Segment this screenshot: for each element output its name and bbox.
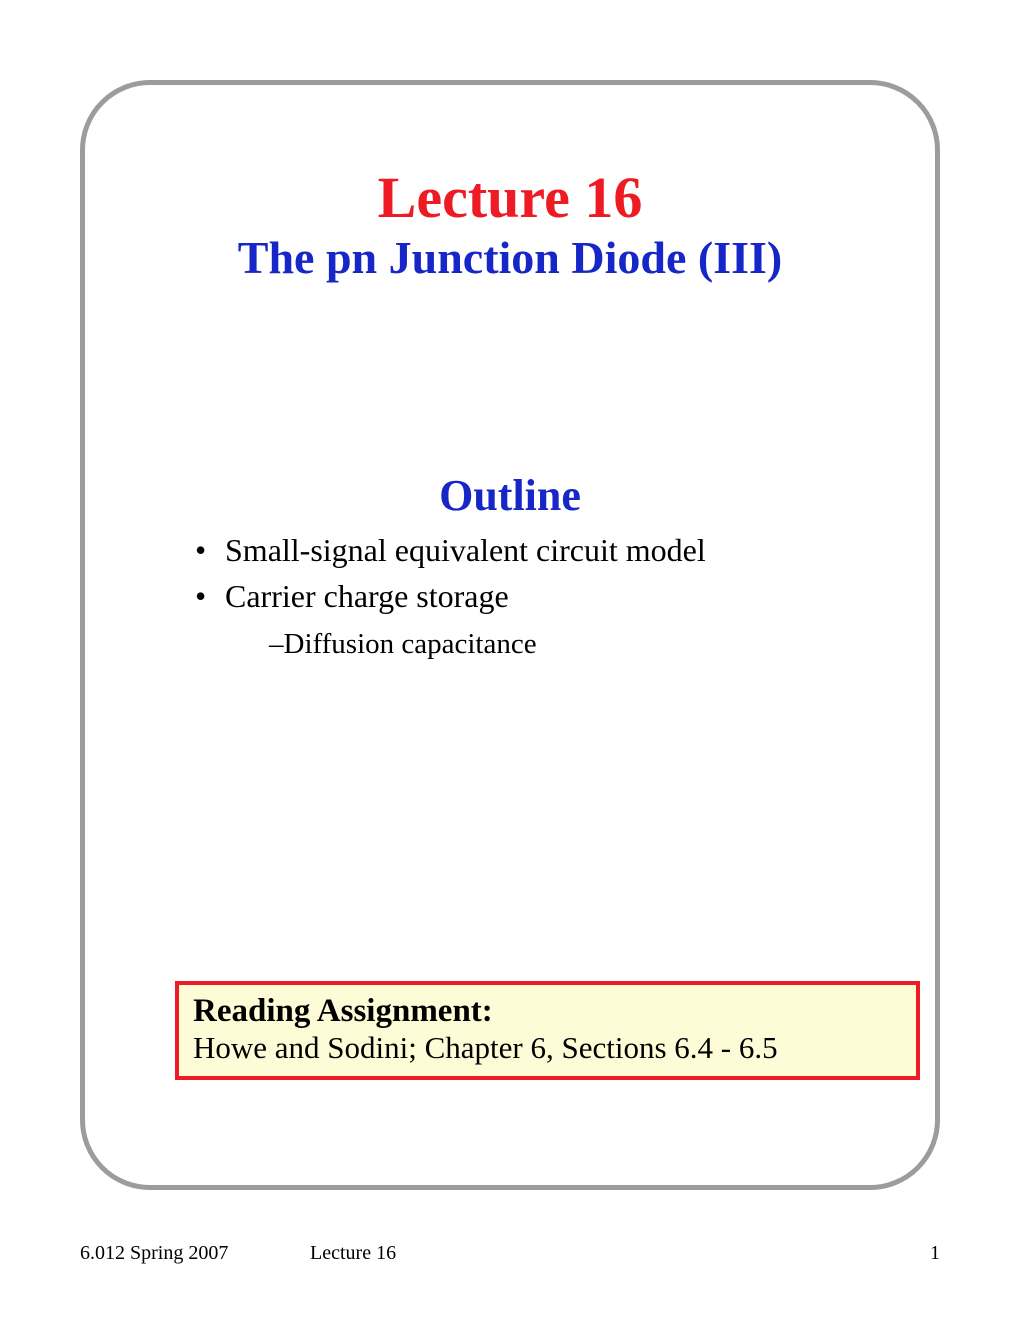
bullet-item: Small-signal equivalent circuit model — [195, 527, 885, 573]
reading-text: Howe and Sodini; Chapter 6, Sections 6.4… — [193, 1030, 902, 1066]
sub-bullet: –Diffusion capacitance — [269, 623, 885, 665]
outline-block: Outline Small-signal equivalent circuit … — [135, 470, 885, 666]
lecture-number: Lecture 16 — [135, 165, 885, 232]
bullet-text: Small-signal equivalent circuit model — [225, 532, 706, 568]
bullet-item: Carrier charge storage — [195, 573, 885, 619]
title-block: Lecture 16 The pn Junction Diode (III) — [135, 165, 885, 285]
footer-course: 6.012 Spring 2007 — [80, 1242, 310, 1265]
page-footer: 6.012 Spring 2007 Lecture 16 1 — [80, 1242, 940, 1265]
footer-page-number: 1 — [930, 1242, 940, 1265]
lecture-subtitle: The pn Junction Diode (III) — [135, 232, 885, 285]
reading-label: Reading Assignment: — [193, 993, 902, 1030]
bullet-list: Small-signal equivalent circuit model Ca… — [195, 527, 885, 666]
bullet-text: Carrier charge storage — [225, 578, 509, 614]
footer-lecture: Lecture 16 — [310, 1242, 396, 1265]
outline-heading: Outline — [135, 470, 885, 521]
reading-assignment-box: Reading Assignment: Howe and Sodini; Cha… — [175, 981, 920, 1080]
slide-frame: Lecture 16 The pn Junction Diode (III) O… — [80, 80, 940, 1190]
